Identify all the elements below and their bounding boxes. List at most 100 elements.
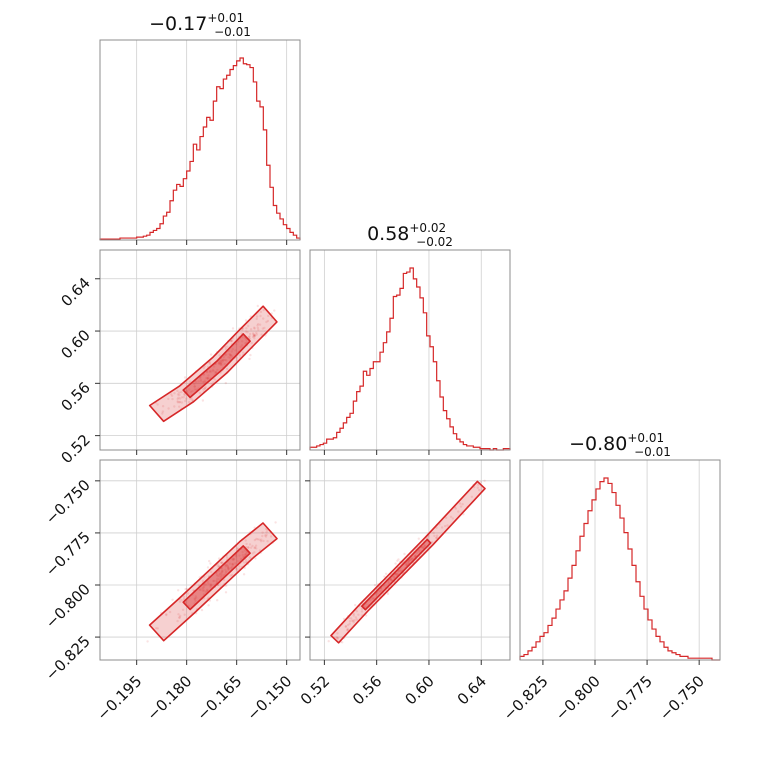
scatter-point-r2c0-227 bbox=[220, 570, 224, 573]
scatter-point-r2c0-170 bbox=[165, 613, 168, 617]
scatter-point-r2c1-103 bbox=[449, 515, 453, 518]
scatter-point-r2c0-220 bbox=[184, 587, 187, 591]
scatter-point-r2c0-211 bbox=[220, 573, 224, 576]
scatter-point-r2c1-147 bbox=[336, 636, 339, 640]
scatter-point-r1c0-180 bbox=[176, 393, 180, 396]
scatter-point-r2c0-188 bbox=[201, 587, 204, 590]
scatter-point-r2c1-5 bbox=[461, 503, 464, 506]
scatter-point-r1c0-154 bbox=[259, 314, 262, 318]
scatter-point-r2c0-148 bbox=[251, 552, 254, 555]
tick-label-y-r2-2: −0.775 bbox=[42, 528, 94, 580]
scatter-point-r2c1-212 bbox=[350, 617, 353, 620]
scatter-point-r2c0-219 bbox=[198, 588, 201, 591]
scatter-point-r2c0-143 bbox=[231, 563, 235, 566]
panel-title-param-0: −0.17+0.01 −0.01 bbox=[149, 11, 251, 39]
scatter-point-r1c0-30 bbox=[235, 343, 238, 346]
scatter-point-r1c0-195 bbox=[189, 380, 192, 383]
contour-inner-r2c1 bbox=[360, 538, 432, 611]
scatter-point-r1c0-220 bbox=[255, 331, 258, 334]
scatter-point-r1c0-5 bbox=[229, 354, 232, 357]
scatter-point-r1c0-215 bbox=[178, 405, 181, 408]
scatter-point-r2c1-193 bbox=[435, 536, 438, 539]
scatter-point-r2c0-40 bbox=[243, 549, 246, 552]
scatter-point-r1c0-203 bbox=[256, 304, 259, 308]
scatter-point-r1c0-229 bbox=[266, 319, 270, 323]
scatter-point-r2c1-34 bbox=[421, 545, 424, 549]
scatter-point-r2c0-138 bbox=[220, 561, 223, 564]
scatter-point-r2c1-248 bbox=[394, 573, 397, 576]
scatter-point-r1c0-42 bbox=[205, 370, 209, 374]
scatter-point-r2c0-41 bbox=[230, 563, 234, 566]
scatter-point-r2c0-80 bbox=[165, 613, 168, 616]
scatter-point-r1c0-209 bbox=[193, 385, 196, 388]
scatter-point-r1c0-168 bbox=[217, 362, 221, 365]
scatter-point-r1c0-210 bbox=[231, 348, 234, 351]
scatter-point-r1c0-228 bbox=[205, 376, 208, 380]
scatter-point-r2c1-14 bbox=[370, 597, 374, 600]
scatter-point-r2c0-196 bbox=[255, 547, 258, 550]
scatter-point-r2c1-21 bbox=[348, 620, 352, 623]
scatter-point-r2c1-220 bbox=[454, 507, 457, 510]
scatter-point-r2c0-153 bbox=[186, 592, 190, 595]
scatter-point-r1c0-7 bbox=[176, 400, 179, 403]
scatter-point-r2c0-221 bbox=[224, 564, 228, 567]
scatter-point-r1c0-223 bbox=[206, 377, 210, 380]
scatter-point-r2c1-40 bbox=[376, 592, 380, 595]
scatter-point-r2c0-192 bbox=[224, 591, 228, 594]
scatter-point-r2c1-94 bbox=[446, 524, 449, 527]
scatter-point-r2c0-214 bbox=[218, 573, 221, 576]
contour-outer-r2c1 bbox=[330, 480, 486, 644]
tick-label-x-c0-1: −0.180 bbox=[144, 672, 196, 724]
scatter-point-r1c0-240 bbox=[195, 388, 198, 391]
scatter-point-r2c0-243 bbox=[207, 582, 210, 585]
scatter-point-r2c0-151 bbox=[243, 561, 246, 564]
scatter-point-r1c0-222 bbox=[248, 332, 252, 336]
scatter-point-r2c0-168 bbox=[180, 599, 183, 602]
scatter-point-r1c0-155 bbox=[247, 335, 250, 339]
scatter-point-r1c0-181 bbox=[209, 353, 213, 356]
scatter-point-r1c0-47 bbox=[246, 331, 249, 334]
scatter-point-r1c0-56 bbox=[220, 363, 223, 367]
scatter-point-r1c0-208 bbox=[253, 333, 256, 337]
scatter-point-r2c0-49 bbox=[233, 557, 236, 561]
scatter-point-r1c0-251 bbox=[251, 332, 255, 335]
scatter-point-r1c0-254 bbox=[261, 327, 265, 330]
scatter-point-r2c0-35 bbox=[254, 557, 257, 560]
scatter-point-r2c0-2 bbox=[251, 544, 254, 548]
scatter-point-r2c0-4 bbox=[206, 566, 210, 569]
contour-inner-r2c0 bbox=[182, 545, 251, 611]
scatter-point-r2c0-238 bbox=[204, 583, 207, 586]
scatter-point-r1c0-75 bbox=[203, 387, 206, 390]
scatter-point-r1c0-38 bbox=[171, 397, 174, 401]
scatter-point-r2c0-201 bbox=[244, 553, 247, 556]
panel-frame-r2c1 bbox=[309, 459, 511, 661]
scatter-point-r2c0-101 bbox=[216, 574, 219, 578]
scatter-point-r2c1-192 bbox=[435, 536, 438, 540]
scatter-point-r2c0-206 bbox=[231, 557, 234, 560]
scatter-point-r2c0-245 bbox=[146, 640, 149, 643]
scatter-point-r2c0-7 bbox=[212, 579, 215, 583]
scatter-point-r2c0-197 bbox=[261, 531, 264, 534]
scatter-point-r1c0-71 bbox=[224, 353, 227, 357]
scatter-point-r1c0-165 bbox=[182, 396, 185, 399]
scatter-point-r2c1-104 bbox=[355, 618, 358, 621]
scatter-point-r1c0-118 bbox=[202, 373, 205, 376]
scatter-point-r2c0-140 bbox=[177, 589, 180, 592]
scatter-point-r1c0-239 bbox=[214, 371, 217, 374]
tick-label-x-c0-2: −0.165 bbox=[194, 672, 246, 724]
scatter-point-r2c0-61 bbox=[234, 562, 237, 565]
scatter-point-r2c0-253 bbox=[258, 538, 261, 541]
scatter-point-r2c0-100 bbox=[168, 610, 172, 614]
scatter-point-r2c1-20 bbox=[327, 640, 330, 643]
tick-label-x-c2-2: −0.775 bbox=[604, 672, 656, 724]
scatter-point-r1c0-31 bbox=[212, 369, 215, 373]
scatter-point-r1c0-183 bbox=[178, 401, 181, 404]
scatter-point-r2c0-47 bbox=[241, 550, 244, 554]
scatter-point-r2c1-13 bbox=[459, 505, 463, 508]
scatter-point-r2c0-131 bbox=[202, 586, 205, 589]
scatter-point-r2c0-134 bbox=[222, 578, 226, 582]
scatter-point-r2c0-112 bbox=[221, 570, 224, 574]
scatter-point-r1c0-258 bbox=[222, 358, 225, 362]
scatter-point-r2c0-190 bbox=[244, 539, 247, 542]
scatter-point-r2c0-182 bbox=[229, 566, 233, 570]
